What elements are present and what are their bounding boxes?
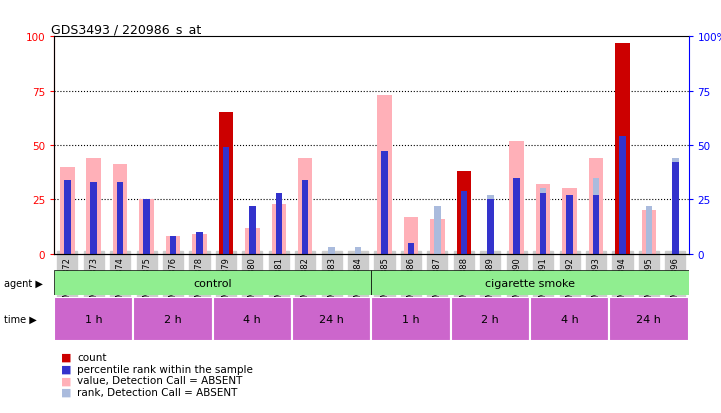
Bar [60, 167, 74, 254]
Bar [593, 195, 599, 254]
Bar [166, 237, 180, 254]
Bar [249, 206, 256, 254]
Bar [672, 159, 678, 254]
Text: cigarette smoke: cigarette smoke [485, 278, 575, 288]
Bar [143, 200, 150, 254]
Bar [407, 243, 415, 254]
Bar [54, 297, 133, 341]
Bar [139, 200, 154, 254]
Bar [381, 152, 388, 254]
Bar [328, 247, 335, 254]
Bar [298, 159, 312, 254]
Bar [193, 235, 207, 254]
Bar [513, 178, 520, 254]
Bar [54, 271, 371, 295]
Bar [113, 165, 128, 254]
Text: count: count [77, 352, 107, 362]
Text: GDS3493 / 220986_s_at: GDS3493 / 220986_s_at [51, 23, 201, 36]
Bar [540, 193, 547, 254]
Bar [275, 193, 282, 254]
Bar [456, 172, 471, 254]
Bar [133, 297, 213, 341]
Text: 1 h: 1 h [85, 314, 102, 324]
Text: ■: ■ [61, 352, 72, 362]
Bar [169, 237, 177, 254]
Bar [461, 180, 467, 254]
Bar [407, 243, 415, 254]
Bar [143, 200, 150, 254]
Bar [619, 137, 626, 254]
Bar [218, 113, 233, 254]
Bar [302, 180, 309, 254]
Bar [272, 204, 286, 254]
Bar [371, 297, 451, 341]
Bar [642, 211, 656, 254]
Bar [672, 163, 678, 254]
Text: percentile rank within the sample: percentile rank within the sample [77, 364, 253, 374]
Bar [540, 189, 547, 254]
Bar [615, 44, 629, 254]
Bar [377, 96, 392, 254]
Bar [434, 206, 441, 254]
Bar [213, 297, 292, 341]
Text: agent ▶: agent ▶ [4, 278, 43, 288]
Bar [530, 297, 609, 341]
Bar [292, 297, 371, 341]
Bar [64, 180, 71, 254]
Bar [245, 228, 260, 254]
Bar [451, 297, 530, 341]
Bar [64, 180, 71, 254]
Bar [513, 178, 520, 254]
Bar [196, 232, 203, 254]
Bar [562, 189, 577, 254]
Bar [223, 148, 229, 254]
Text: rank, Detection Call = ABSENT: rank, Detection Call = ABSENT [77, 387, 237, 397]
Text: 24 h: 24 h [319, 314, 344, 324]
Text: 24 h: 24 h [637, 314, 661, 324]
Bar [249, 206, 256, 254]
Bar [609, 297, 689, 341]
Bar [566, 195, 573, 254]
Bar [566, 195, 573, 254]
Bar [589, 159, 603, 254]
Text: ■: ■ [61, 387, 72, 397]
Text: control: control [193, 278, 232, 288]
Bar [87, 159, 101, 254]
Bar [487, 195, 494, 254]
Bar [371, 271, 689, 295]
Bar [275, 193, 282, 254]
Bar [510, 141, 524, 254]
Bar [117, 183, 123, 254]
Text: ■: ■ [61, 375, 72, 385]
Bar [593, 178, 599, 254]
Text: 2 h: 2 h [482, 314, 499, 324]
Text: 1 h: 1 h [402, 314, 420, 324]
Bar [117, 183, 123, 254]
Text: value, Detection Call = ABSENT: value, Detection Call = ABSENT [77, 375, 242, 385]
Bar [355, 247, 361, 254]
Bar [169, 237, 177, 254]
Bar [404, 217, 418, 254]
Bar [90, 183, 97, 254]
Bar [90, 183, 97, 254]
Bar [536, 185, 550, 254]
Bar [430, 219, 445, 254]
Text: time ▶: time ▶ [4, 314, 36, 324]
Text: 2 h: 2 h [164, 314, 182, 324]
Bar [461, 191, 467, 254]
Bar [302, 180, 309, 254]
Bar [487, 200, 494, 254]
Text: 4 h: 4 h [561, 314, 578, 324]
Bar [619, 195, 626, 254]
Text: 4 h: 4 h [244, 314, 261, 324]
Text: ■: ■ [61, 364, 72, 374]
Bar [196, 232, 203, 254]
Bar [645, 206, 653, 254]
